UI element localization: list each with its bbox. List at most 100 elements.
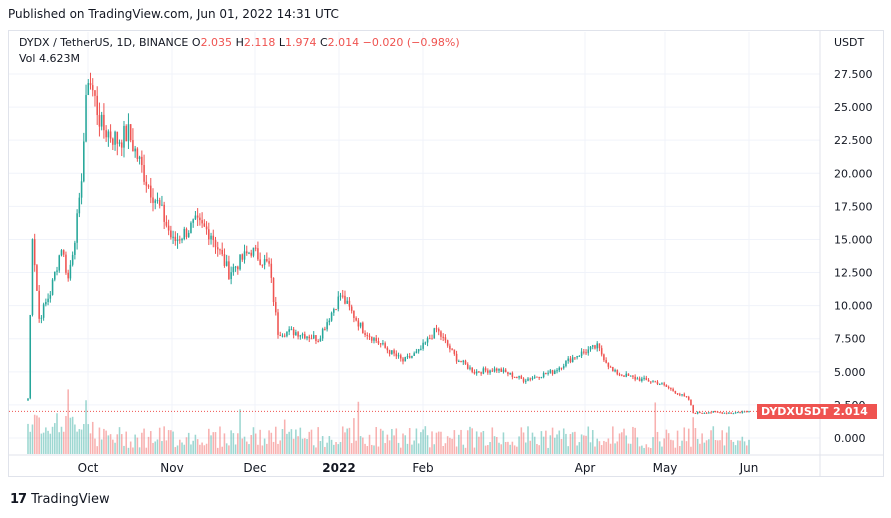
volume-bar bbox=[650, 447, 652, 454]
volume-bar bbox=[219, 426, 221, 454]
volume-bar bbox=[125, 431, 127, 454]
chart-frame[interactable] bbox=[8, 30, 884, 477]
candle-body bbox=[560, 367, 563, 369]
volume-bar bbox=[460, 429, 462, 454]
candle-body bbox=[377, 341, 380, 344]
volume-bar bbox=[203, 445, 206, 454]
volume-bar bbox=[344, 432, 346, 454]
candle-body bbox=[482, 368, 485, 374]
volume-bar bbox=[297, 436, 299, 454]
candle-body bbox=[545, 373, 547, 375]
volume-bar bbox=[172, 431, 174, 454]
candle-body bbox=[685, 396, 688, 398]
candle-body bbox=[297, 332, 299, 337]
candle-body bbox=[69, 264, 72, 279]
volume-bar bbox=[442, 445, 444, 454]
volume-bar bbox=[574, 431, 576, 454]
candle-body bbox=[719, 412, 721, 414]
volume-bar bbox=[607, 438, 610, 454]
volume-bar bbox=[69, 417, 72, 454]
candle-body bbox=[705, 412, 708, 414]
candle-body bbox=[138, 156, 141, 159]
volume-bar bbox=[451, 438, 453, 454]
volume-bar bbox=[96, 446, 98, 454]
candle-body bbox=[672, 388, 674, 391]
volume-bar bbox=[723, 445, 726, 454]
volume-bar bbox=[355, 440, 357, 454]
volume-bar bbox=[36, 415, 38, 454]
volume-bar bbox=[728, 426, 730, 454]
volume-bar bbox=[495, 436, 498, 454]
candle-body bbox=[38, 290, 40, 319]
candle-body bbox=[346, 300, 348, 304]
volume-bar bbox=[589, 442, 592, 454]
volume-bar bbox=[268, 430, 270, 454]
candle-body bbox=[498, 368, 500, 371]
volume-bar bbox=[712, 426, 715, 454]
volume-bar bbox=[741, 436, 744, 454]
change-value: −0.020 (−0.98%) bbox=[362, 36, 460, 49]
symbol-label[interactable]: DYDX / TetherUS, 1D, BINANCE bbox=[19, 36, 189, 49]
volume-bar bbox=[471, 428, 473, 454]
volume-bar bbox=[279, 440, 282, 454]
candle-body bbox=[495, 368, 498, 371]
volume-bar bbox=[554, 437, 556, 454]
candle-body bbox=[730, 412, 732, 414]
candle-body bbox=[109, 131, 112, 139]
candle-body bbox=[185, 228, 188, 238]
x-tick-label: Oct bbox=[78, 461, 99, 475]
volume-bar bbox=[478, 436, 480, 454]
volume-bar bbox=[545, 430, 547, 454]
volume-bar bbox=[710, 430, 712, 454]
volume-bar bbox=[245, 441, 248, 454]
volume-bar bbox=[616, 441, 619, 454]
volume-bar bbox=[295, 429, 297, 454]
volume-bar bbox=[513, 445, 516, 454]
candle-body bbox=[612, 366, 614, 372]
candle-body bbox=[480, 372, 482, 374]
volume-bar bbox=[167, 430, 170, 454]
candle-body bbox=[431, 338, 433, 340]
candle-body bbox=[614, 370, 616, 372]
candle-body bbox=[123, 125, 125, 148]
candle-body bbox=[520, 376, 523, 379]
volume-bar bbox=[71, 416, 74, 454]
x-tick-label: Feb bbox=[412, 461, 433, 475]
candle-body bbox=[551, 370, 554, 374]
candle-body bbox=[623, 375, 625, 377]
volume-bar bbox=[620, 432, 623, 454]
candle-body bbox=[221, 249, 223, 255]
candle-body bbox=[634, 376, 636, 380]
tradingview-brand: TradingView bbox=[31, 492, 110, 507]
candle-body bbox=[51, 279, 54, 295]
volume-bar bbox=[558, 430, 561, 454]
tradingview-footer[interactable]: 17 TradingView bbox=[10, 492, 110, 507]
candle-body bbox=[594, 345, 596, 349]
volume-bar bbox=[216, 447, 219, 454]
candle-body bbox=[536, 376, 538, 378]
candle-body bbox=[49, 294, 52, 299]
volume-bar bbox=[652, 437, 654, 454]
candle-body bbox=[466, 364, 469, 369]
candle-body bbox=[632, 375, 634, 377]
candle-body bbox=[433, 328, 436, 339]
volume-bar bbox=[725, 432, 728, 454]
volume-bar bbox=[272, 441, 275, 454]
candle-body bbox=[616, 370, 619, 375]
volume-bar bbox=[598, 441, 601, 454]
price-tag-value-text: 2.014 bbox=[833, 405, 868, 419]
volume-bar bbox=[243, 436, 246, 454]
candle-body bbox=[210, 235, 212, 240]
candle-body bbox=[658, 384, 661, 386]
volume-bar bbox=[100, 439, 103, 454]
volume-bar bbox=[565, 433, 567, 454]
volume-bar bbox=[237, 433, 239, 454]
candle-body bbox=[89, 83, 92, 86]
candle-body bbox=[355, 317, 357, 321]
candle-body bbox=[395, 353, 398, 357]
candle-body bbox=[424, 342, 427, 344]
y-tick-label: 7.500 bbox=[834, 333, 866, 346]
candle-body bbox=[656, 381, 659, 385]
candle-body bbox=[158, 200, 161, 206]
